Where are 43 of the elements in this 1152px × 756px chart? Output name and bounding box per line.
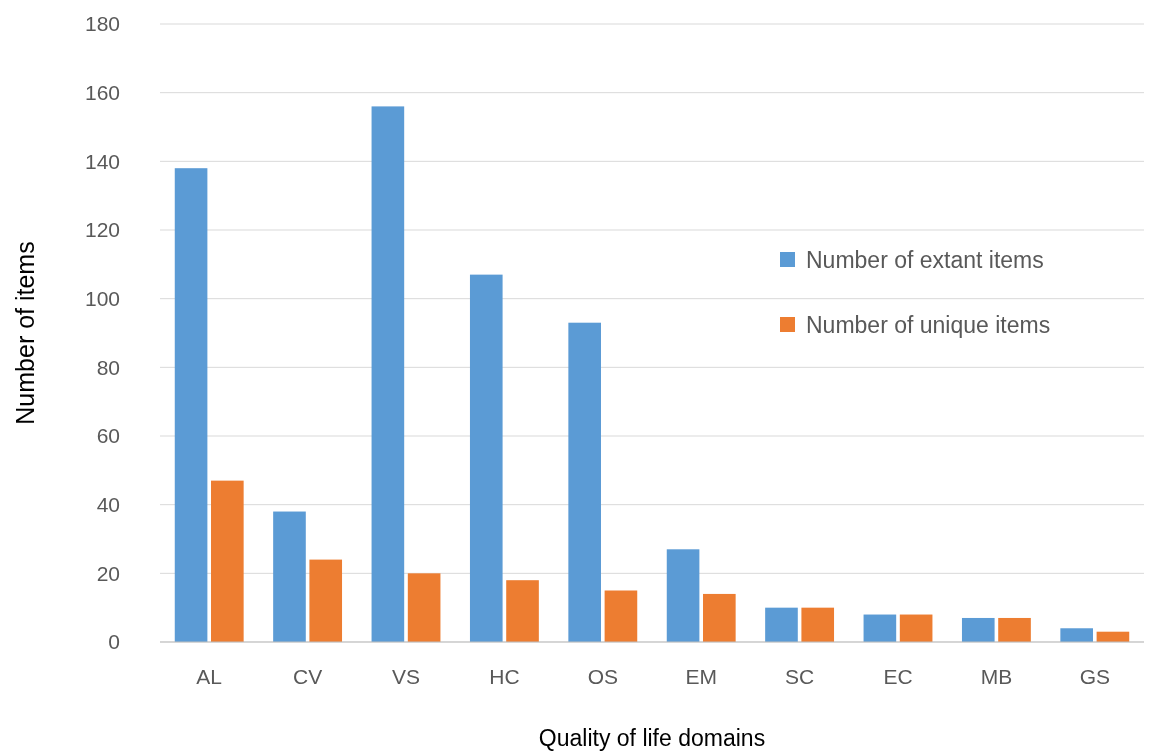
x-tick-label: CV — [293, 665, 323, 688]
y-tick-label: 40 — [96, 493, 120, 517]
bar — [371, 106, 405, 642]
bar — [1060, 628, 1093, 642]
bar — [211, 480, 244, 642]
x-tick-label: OS — [587, 665, 618, 688]
bar — [899, 614, 933, 642]
bar — [666, 549, 700, 642]
legend-label: Number of unique items — [806, 312, 1051, 339]
y-tick-label: 140 — [84, 149, 120, 173]
bar — [568, 322, 601, 642]
y-tick-label: 100 — [84, 287, 120, 311]
x-tick-label: HC — [489, 665, 520, 688]
bar — [961, 617, 995, 642]
bar — [506, 580, 539, 642]
x-tick-label: MB — [980, 665, 1013, 688]
x-tick-label: VS — [391, 665, 421, 688]
y-tick-label: 80 — [96, 355, 120, 379]
bar — [273, 511, 306, 642]
y-tick-label: 20 — [96, 561, 120, 585]
y-axis-title: Number of items — [11, 241, 39, 425]
bar — [863, 614, 897, 642]
x-tick-label: SC — [785, 665, 815, 688]
x-tick-label: EC — [883, 665, 913, 688]
y-tick-label: 0 — [108, 630, 120, 654]
x-tick-label: GS — [1079, 665, 1110, 688]
legend-label: Number of extant items — [806, 247, 1044, 274]
bar — [174, 168, 208, 642]
bar — [309, 559, 343, 642]
y-tick-label: 120 — [84, 218, 120, 242]
bar — [765, 607, 798, 642]
y-tick-label: 60 — [96, 424, 120, 448]
x-tick-label: AL — [196, 665, 223, 688]
bar — [703, 593, 736, 642]
x-axis-title: Quality of life domains — [538, 725, 766, 751]
bar — [407, 573, 441, 642]
bar — [469, 274, 503, 642]
y-tick-label: 160 — [84, 81, 120, 105]
bar — [801, 607, 835, 642]
bar — [604, 590, 638, 642]
bar — [998, 617, 1031, 642]
y-tick-label: 180 — [84, 12, 120, 36]
x-tick-label: EM — [685, 665, 717, 688]
